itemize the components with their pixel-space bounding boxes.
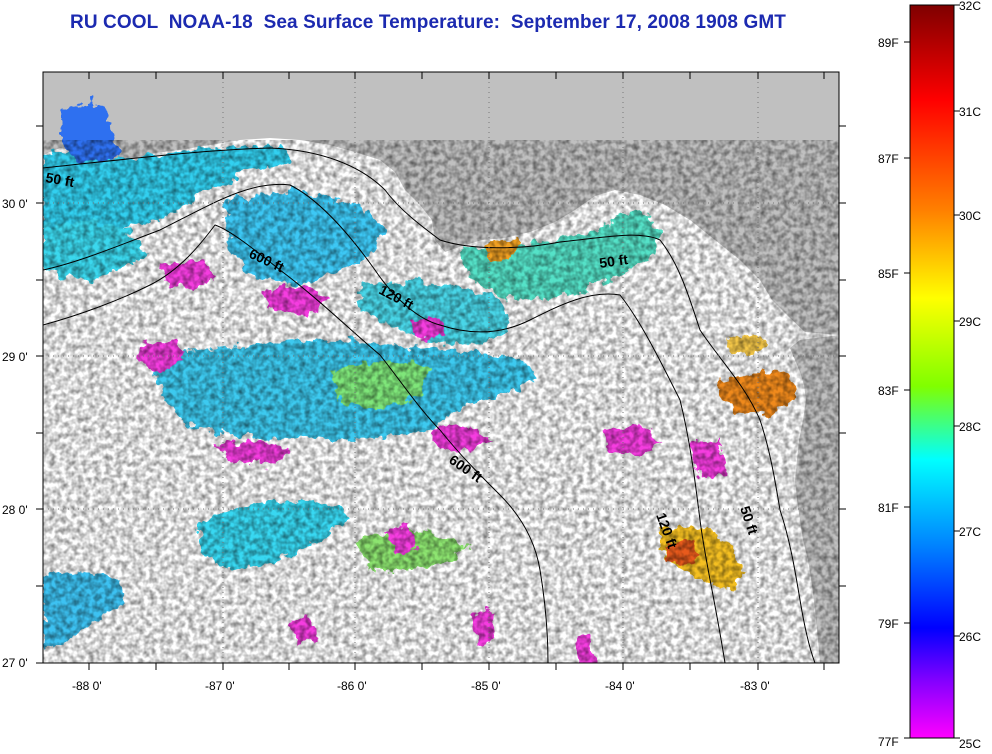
contour-label-50ft-west: 50 ft — [44, 169, 75, 190]
colorbar-fahrenheit-labels: 89F 87F 85F 83F 81F 79F 77F — [878, 36, 899, 749]
lat-lon-grid — [43, 72, 839, 663]
lat-tick-30: 30 0' — [2, 197, 28, 211]
cb-label-27c: 27C — [959, 525, 981, 539]
lat-axis-labels: 30 0' 29 0' 28 0' 27 0' — [2, 197, 28, 670]
colorbar-celsius-labels: 32C 31C 30C 29C 28C 27C 26C 25C — [959, 0, 981, 751]
cb-label-89f: 89F — [878, 36, 899, 50]
cb-label-31c: 31C — [959, 105, 981, 119]
contour-600ft — [43, 224, 549, 663]
cb-label-81f: 81F — [878, 501, 899, 515]
lat-tick-28: 28 0' — [2, 503, 28, 517]
contour-50ft-west — [43, 147, 816, 663]
cb-label-25c: 25C — [959, 737, 981, 751]
plot-frame — [42, 71, 840, 664]
colorbar-ticks — [904, 4, 960, 739]
lat-tick-29: 29 0' — [2, 350, 28, 364]
cb-label-32c: 32C — [959, 0, 981, 13]
cb-label-87f: 87F — [878, 152, 899, 166]
cb-label-77f: 77F — [878, 735, 899, 749]
colorbar-gradient — [909, 4, 955, 739]
contour-120ft — [43, 183, 726, 663]
cb-label-28c: 28C — [959, 420, 981, 434]
depth-contours — [43, 147, 816, 663]
lon-tick-88: -88 0' — [72, 679, 102, 693]
cb-label-79f: 79F — [878, 617, 899, 631]
lon-tick-83: -83 0' — [740, 679, 770, 693]
lon-tick-87: -87 0' — [205, 679, 235, 693]
cb-label-30c: 30C — [959, 209, 981, 223]
lon-tick-84: -84 0' — [605, 679, 635, 693]
cb-label-85f: 85F — [878, 267, 899, 281]
lon-tick-86: -86 0' — [337, 679, 367, 693]
lon-axis-labels: -88 0' -87 0' -86 0' -85 0' -84 0' -83 0… — [72, 679, 770, 693]
lat-tick-27: 27 0' — [2, 656, 28, 670]
cb-label-29c: 29C — [959, 315, 981, 329]
lon-tick-85: -85 0' — [471, 679, 501, 693]
cb-label-26c: 26C — [959, 630, 981, 644]
cb-label-83f: 83F — [878, 384, 899, 398]
contour-label-50ft-bigbend: 50 ft — [598, 251, 629, 271]
chart-title: RU COOL NOAA-18 Sea Surface Temperature:… — [70, 12, 786, 33]
axis-ticks — [36, 72, 846, 670]
